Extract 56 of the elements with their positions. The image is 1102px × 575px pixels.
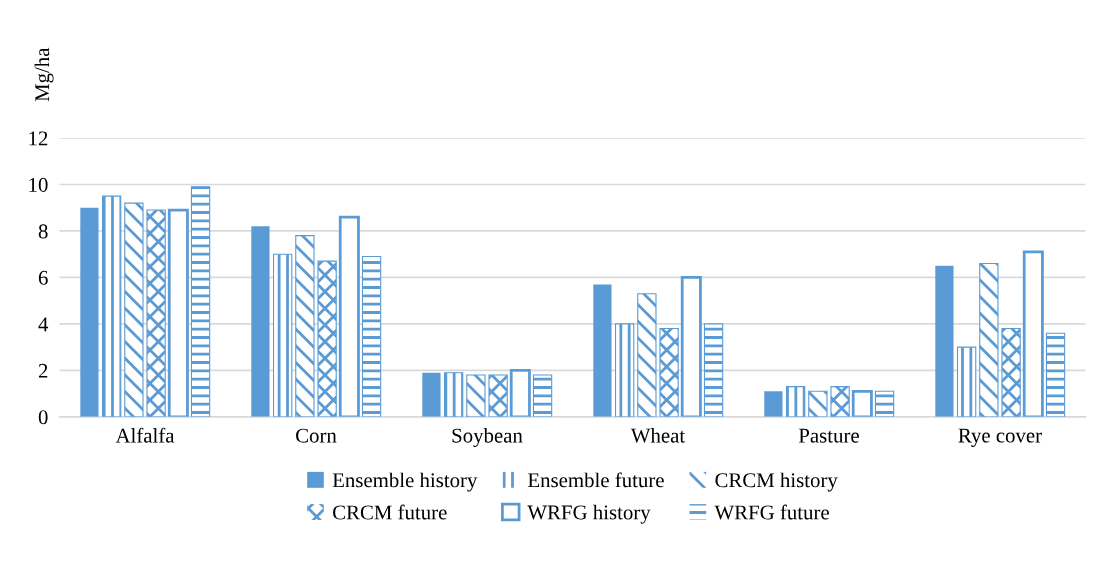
- x-tick-label: Pasture: [798, 428, 859, 443]
- bar: [680, 276, 702, 417]
- bar: [251, 226, 270, 417]
- y-tick-label: 8: [38, 224, 48, 239]
- y-tick-label: 2: [38, 363, 48, 378]
- bar: [1045, 332, 1066, 417]
- bar: [532, 374, 553, 417]
- bar: [466, 374, 486, 417]
- bar: [659, 328, 679, 417]
- bar: [488, 374, 508, 417]
- bar: [785, 386, 806, 417]
- bar: [361, 255, 382, 417]
- x-tick-label: Wheat: [630, 427, 686, 443]
- bar: [146, 209, 166, 417]
- legend-label: WRFG history: [527, 504, 651, 524]
- bar: [593, 284, 612, 417]
- x-tick-label: Corn: [296, 428, 337, 443]
- legend-label: WRFG future: [714, 504, 829, 520]
- bar: [979, 262, 999, 417]
- bar: [637, 293, 657, 417]
- bar: [703, 323, 724, 417]
- x-tick-label: Alfalfa: [115, 427, 175, 443]
- bar: [124, 202, 144, 417]
- bar: [443, 372, 464, 417]
- x-tick-label: Rye cover: [958, 428, 1042, 447]
- bar: [338, 215, 360, 417]
- bar: [80, 207, 99, 417]
- bar: [1022, 250, 1044, 417]
- bar: [190, 186, 211, 417]
- bar: [956, 346, 977, 417]
- bar: [851, 389, 873, 417]
- y-tick-label: 4: [38, 317, 49, 332]
- bar: [422, 372, 441, 417]
- legend-label: Ensemble history: [332, 472, 478, 492]
- bar: [295, 235, 315, 417]
- x-tick-label: Soybean: [452, 427, 523, 447]
- bar: [764, 391, 783, 417]
- bar: [1001, 328, 1021, 417]
- y-tick-label: 0: [38, 410, 48, 425]
- y-tick-label: 12: [29, 131, 48, 146]
- legend-label: CRCM future: [333, 504, 447, 520]
- y-tick-label: 10: [29, 177, 48, 192]
- bar: [272, 253, 293, 417]
- bar: [808, 390, 828, 417]
- y-axis-title: Mg/ha: [34, 47, 54, 102]
- bar: [874, 390, 895, 417]
- bar: [101, 195, 122, 417]
- legend-label: CRCM history: [715, 472, 838, 492]
- y-tick-label: 6: [38, 270, 48, 285]
- bar: [614, 323, 635, 417]
- bar: [935, 265, 954, 417]
- bar: [317, 260, 337, 417]
- legend-label: Ensemble future: [528, 472, 664, 488]
- bar: [830, 386, 850, 417]
- bar: [509, 369, 531, 417]
- bar: [167, 208, 189, 417]
